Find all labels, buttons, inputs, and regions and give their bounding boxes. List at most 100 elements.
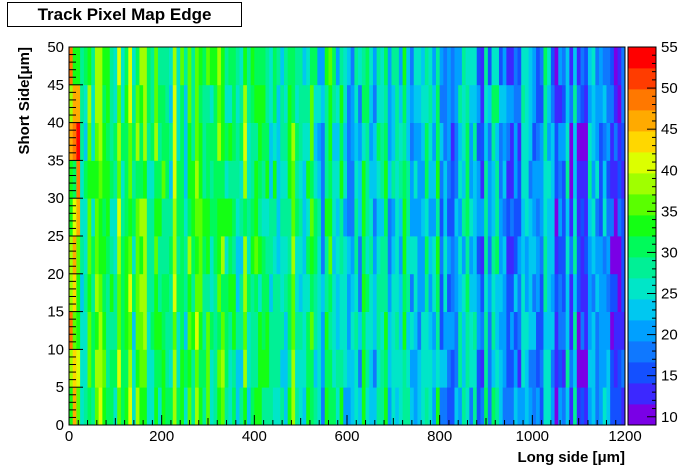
heatmap-cell: [106, 273, 111, 312]
heatmap-cell: [276, 236, 281, 275]
heatmap-cell: [621, 84, 626, 123]
heatmap-cell: [135, 349, 140, 388]
heatmap-cell: [120, 122, 125, 161]
heatmap-cell: [106, 160, 111, 199]
heatmap-cell: [610, 273, 615, 312]
heatmap-cell: [358, 349, 363, 388]
heatmap-cell: [309, 122, 315, 161]
heatmap-cell: [269, 160, 274, 199]
heatmap-cell: [265, 160, 270, 199]
heatmap-cell: [254, 236, 259, 275]
heatmap-cell: [187, 160, 192, 199]
heatmap-cell: [117, 198, 122, 237]
heatmap-cell: [132, 47, 137, 86]
heatmap-cell: [569, 47, 574, 86]
heatmap-cell: [406, 387, 411, 426]
heatmap-cell: [413, 47, 418, 86]
heatmap-cell: [565, 160, 570, 199]
heatmap-cells: [69, 47, 626, 426]
heatmap-cell: [224, 311, 229, 350]
heatmap-cell: [195, 236, 200, 275]
heatmap-cell: [228, 311, 233, 350]
heatmap-cell: [339, 84, 344, 123]
heatmap-cell: [458, 160, 463, 199]
heatmap-cell: [191, 198, 196, 237]
heatmap-cell: [76, 311, 81, 350]
heatmap-cell: [224, 387, 229, 426]
heatmap-cell: [187, 387, 192, 426]
heatmap-cell: [498, 273, 504, 312]
heatmap-cell: [461, 47, 467, 86]
heatmap-cell: [317, 198, 322, 237]
heatmap-cell: [283, 122, 289, 161]
heatmap-cell: [109, 160, 114, 199]
heatmap-cell: [98, 160, 103, 199]
heatmap-cell: [143, 273, 148, 312]
heatmap-cell: [102, 160, 107, 199]
heatmap-cell: [587, 160, 593, 199]
heatmap-cell: [554, 273, 559, 312]
heatmap-cell: [361, 198, 366, 237]
heatmap-cell: [176, 160, 181, 199]
heatmap-cell: [176, 236, 181, 275]
heatmap-cell: [587, 349, 593, 388]
heatmap-cell: [69, 160, 74, 199]
heatmap-cell: [295, 84, 300, 123]
heatmap-cell: [176, 387, 181, 426]
heatmap-cell: [395, 160, 400, 199]
heatmap-cell: [132, 311, 137, 350]
heatmap-cell: [539, 387, 544, 426]
heatmap-cell: [491, 160, 496, 199]
heatmap-cell: [521, 198, 526, 237]
heatmap-cell: [169, 387, 174, 426]
heatmap-cell: [547, 387, 552, 426]
heatmap-cell: [621, 273, 626, 312]
heatmap-cell: [421, 84, 426, 123]
heatmap-cell: [461, 236, 467, 275]
heatmap-cell: [258, 273, 263, 312]
colorbar-swatch: [628, 278, 656, 300]
heatmap-cell: [324, 387, 329, 426]
heatmap-cell: [524, 349, 530, 388]
heatmap-cell: [395, 84, 400, 123]
heatmap-cell: [154, 236, 159, 275]
heatmap-cell: [524, 236, 530, 275]
heatmap-cell: [450, 84, 455, 123]
heatmap-cell: [287, 160, 292, 199]
heatmap-cell: [332, 349, 337, 388]
heatmap-cell: [602, 387, 607, 426]
heatmap-cell: [454, 84, 459, 123]
heatmap-cell: [480, 84, 485, 123]
heatmap-cell: [224, 349, 229, 388]
heatmap-cell: [421, 349, 426, 388]
heatmap-cell: [539, 311, 544, 350]
heatmap-cell: [98, 273, 103, 312]
heatmap-cell: [195, 387, 200, 426]
heatmap-cell: [139, 122, 144, 161]
heatmap-cell: [69, 236, 74, 275]
heatmap-cell: [595, 349, 600, 388]
heatmap-cell: [369, 236, 374, 275]
heatmap-cell: [354, 349, 359, 388]
heatmap-cell: [106, 47, 111, 86]
heatmap-cell: [283, 47, 289, 86]
heatmap-cell: [302, 84, 307, 123]
heatmap-cell: [587, 122, 593, 161]
heatmap-cell: [591, 387, 596, 426]
heatmap-cell: [435, 387, 441, 426]
heatmap-cell: [195, 84, 200, 123]
heatmap-cell: [602, 160, 607, 199]
heatmap-cell: [361, 47, 366, 86]
heatmap-cell: [198, 47, 203, 86]
heatmap-cell: [195, 47, 200, 86]
heatmap-cell: [328, 198, 333, 237]
heatmap-cell: [258, 47, 263, 86]
heatmap-cell: [180, 84, 185, 123]
heatmap-cell: [458, 198, 463, 237]
heatmap-cell: [250, 84, 255, 123]
heatmap-cell: [387, 273, 392, 312]
heatmap-cell: [283, 198, 289, 237]
heatmap-cell: [565, 311, 570, 350]
heatmap-cell: [69, 122, 74, 161]
heatmap-cell: [384, 311, 389, 350]
